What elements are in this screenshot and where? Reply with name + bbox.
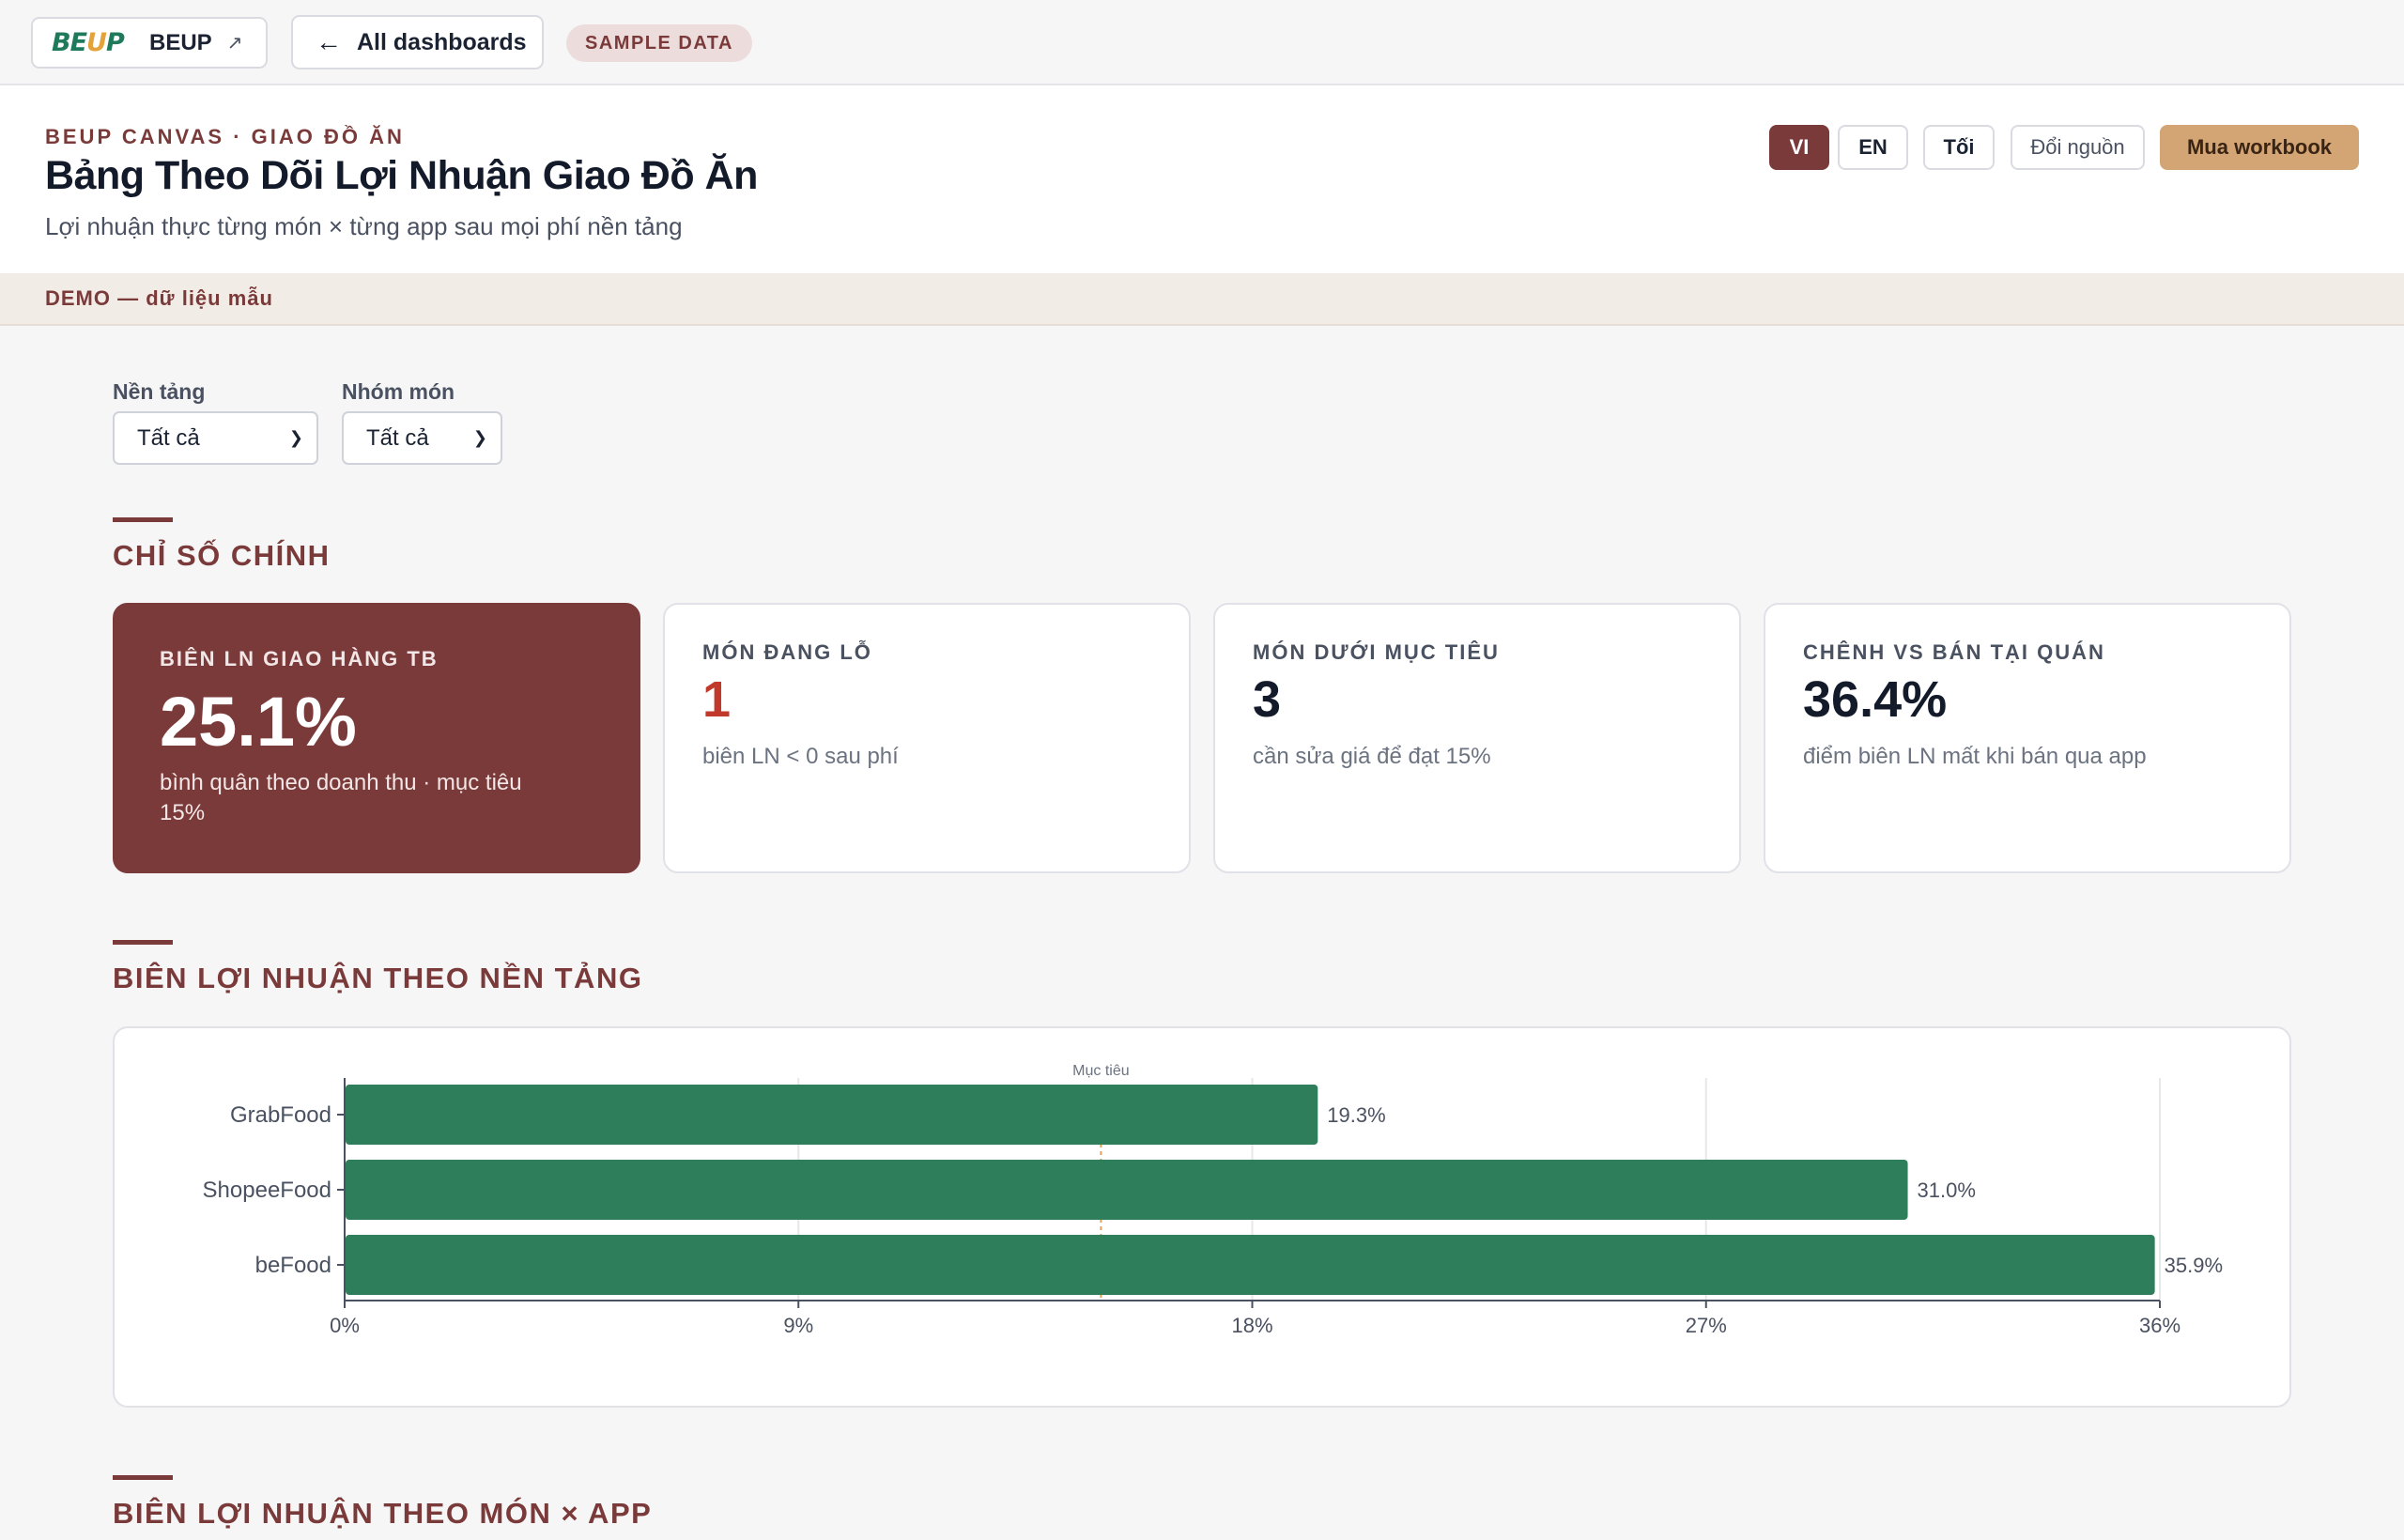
chart-x-tick-label: 0% [330, 1314, 360, 1337]
page-title: Bảng Theo Dõi Lợi Nhuận Giao Đồ Ăn [45, 153, 758, 198]
demo-banner: DEMO — dữ liệu mẫu [0, 273, 2404, 326]
kpi-subtext: cần sửa giá để đạt 15% [1253, 744, 1491, 769]
arrow-up-right-icon: ↗ [226, 33, 243, 54]
group-filter-label: Nhóm món [342, 379, 455, 404]
brand-link[interactable]: BEUP BEUP ↗ [31, 17, 268, 69]
platform-margin-chart: 0% 9% 18% 27% 36% Mục tiêu GrabFood 19.3% Shopee… [113, 1026, 2291, 1408]
buy-workbook-button[interactable]: Mua workbook [2160, 125, 2359, 170]
change-source-button[interactable]: Đổi nguồn [2011, 125, 2145, 170]
page-header: BEUP CANVAS · GIAO ĐỒ ĂN Bảng Theo Dõi L… [0, 85, 2404, 273]
kpi-value: 1 [702, 671, 732, 728]
platform-section-title: BIÊN LỢI NHUẬN THEO NỀN TẢNG [113, 962, 643, 994]
chart-x-tick-label: 9% [783, 1314, 813, 1337]
chart-bar [346, 1085, 1318, 1145]
kpi-subtext: bình quân theo doanh thu · mục tiêu 15% [160, 770, 522, 825]
section-accent-bar [113, 517, 173, 522]
kpi-card-avg-margin: BIÊN LN GIAO HÀNG TB 25.1% bình quân the… [113, 603, 640, 873]
all-dashboards-button[interactable]: ← All dashboards [291, 15, 544, 69]
platform-margin-chart-svg: 0% 9% 18% 27% 36% Mục tiêu GrabFood 19.3% Shopee… [203, 1063, 2223, 1337]
group-select[interactable]: Tất cả ❯ [342, 411, 502, 465]
kpi-value: 3 [1253, 671, 1282, 728]
kpi-label: BIÊN LN GIAO HÀNG TB [160, 647, 439, 670]
brand-logo: BEUP [52, 28, 125, 57]
brand-name: BEUP [149, 29, 212, 55]
kpi-card-instore-gap: CHÊNH VS BÁN TẠI QUÁN 36.4% điểm biên LN… [1764, 603, 2291, 873]
arrow-left-icon: ← [316, 27, 342, 56]
dark-mode-button[interactable]: Tối [1923, 125, 1995, 170]
kpi-subtext: điểm biên LN mất khi bán qua app [1803, 744, 2147, 769]
chart-value-label: 35.9% [2165, 1254, 2223, 1277]
chart-target-label: Mục tiêu [1072, 1063, 1129, 1079]
section-accent-bar [113, 940, 173, 945]
section-accent-bar [113, 1475, 173, 1480]
kpi-label: MÓN ĐANG LỖ [702, 640, 872, 664]
lang-en-button[interactable]: EN [1838, 125, 1908, 170]
kpi-card-losing-items: MÓN ĐANG LỖ 1 biên LN < 0 sau phí [663, 603, 1191, 873]
chart-bar [346, 1160, 1908, 1220]
kpi-label: CHÊNH VS BÁN TẠI QUÁN [1803, 640, 2105, 664]
chart-x-tick-label: 18% [1231, 1314, 1272, 1337]
group-select-value: Tất cả [366, 424, 429, 451]
page-subtitle: Lợi nhuận thực từng món × từng app sau m… [45, 212, 683, 240]
lang-vi-button[interactable]: VI [1769, 125, 1829, 170]
top-bar: BEUP BEUP ↗ ← All dashboards SAMPLE DATA [0, 0, 2404, 85]
kpi-section-title: CHỈ SỐ CHÍNH [113, 539, 331, 572]
platform-filter-label: Nền tảng [113, 379, 206, 404]
kpi-label: MÓN DƯỚI MỤC TIÊU [1253, 640, 1500, 664]
chart-category-label: ShopeeFood [203, 1178, 331, 1203]
chevron-down-icon: ❯ [472, 428, 487, 447]
chart-value-label: 31.0% [1918, 1178, 1976, 1202]
sample-data-badge: SAMPLE DATA [566, 24, 752, 62]
chart-category-label: GrabFood [230, 1102, 331, 1128]
chart-x-tick-label: 36% [2139, 1314, 2181, 1337]
platform-select[interactable]: Tất cả ❯ [113, 411, 318, 465]
chevron-down-icon: ❯ [288, 428, 303, 447]
chart-category-label: beFood [255, 1253, 331, 1278]
kpi-value: 25.1% [160, 683, 357, 761]
all-dashboards-label: All dashboards [357, 28, 527, 55]
chart-x-tick-label: 27% [1686, 1314, 1727, 1337]
kpi-card-below-target: MÓN DƯỚI MỤC TIÊU 3 cần sửa giá để đạt 1… [1213, 603, 1741, 873]
kpi-subtext: biên LN < 0 sau phí [702, 744, 899, 769]
platform-select-value: Tất cả [137, 424, 200, 451]
chart-value-label: 19.3% [1327, 1103, 1385, 1127]
item-section-title: BIÊN LỢI NHUẬN THEO MÓN × APP [113, 1497, 653, 1530]
chart-bar [346, 1235, 2155, 1295]
kpi-value: 36.4% [1803, 671, 1948, 728]
page-eyebrow: BEUP CANVAS · GIAO ĐỒ ĂN [45, 125, 405, 148]
